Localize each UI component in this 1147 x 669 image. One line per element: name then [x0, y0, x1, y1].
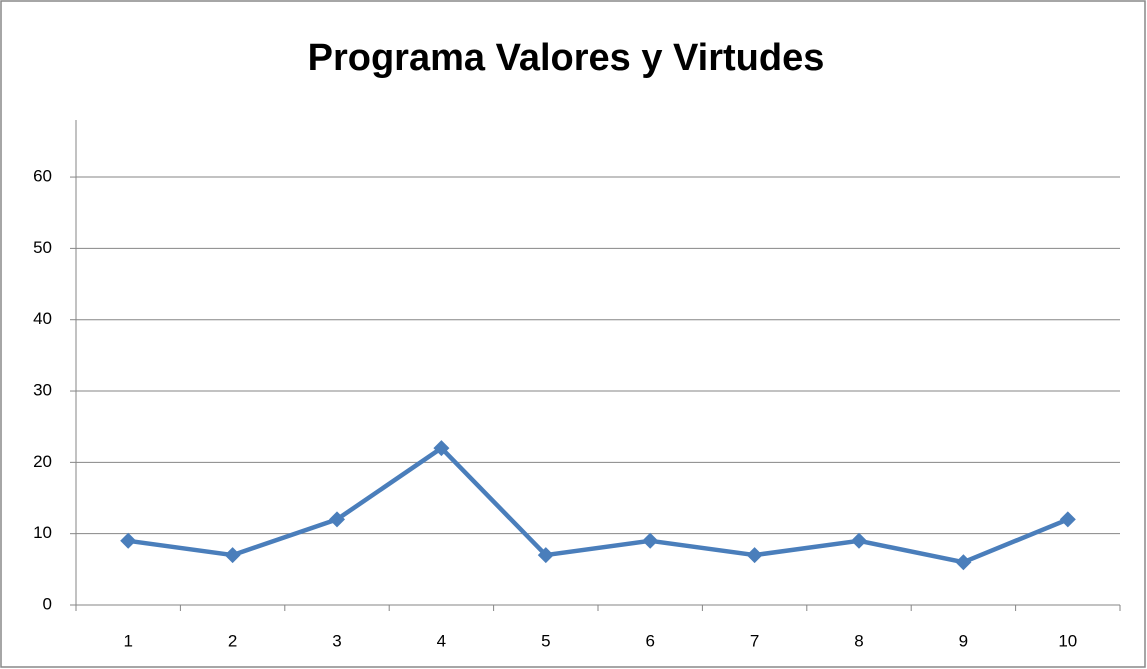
- marker: [120, 532, 137, 549]
- marker: [224, 547, 241, 564]
- marker: [851, 532, 867, 549]
- x-tick-label: 5: [541, 631, 550, 650]
- y-tick-label: 60: [33, 167, 52, 186]
- marker: [537, 547, 554, 564]
- x-tick-label: 1: [123, 631, 132, 650]
- x-tick-label: 6: [645, 631, 654, 650]
- x-tick-label: 2: [228, 631, 237, 650]
- y-tick-label: 0: [43, 594, 52, 613]
- marker: [642, 532, 659, 549]
- x-tick-label: 9: [959, 631, 968, 650]
- x-tick-label: 10: [1058, 631, 1077, 650]
- x-tick-label: 3: [332, 631, 341, 650]
- chart-title: Programa Valores y Virtudes: [308, 37, 825, 79]
- y-tick-label: 10: [33, 523, 52, 542]
- marker: [329, 511, 345, 528]
- y-tick-label: 20: [33, 452, 52, 471]
- y-tick-label: 30: [33, 381, 52, 400]
- y-tick-label: 50: [33, 238, 52, 257]
- marker: [746, 547, 763, 564]
- x-tick-label: 8: [854, 631, 863, 650]
- x-tick-label: 4: [437, 631, 446, 650]
- marker: [433, 440, 450, 457]
- line-series: [127, 445, 1069, 565]
- x-tick-label: 7: [750, 631, 759, 650]
- marker: [955, 554, 972, 571]
- marker: [1059, 511, 1076, 528]
- y-tick-label: 40: [33, 309, 52, 328]
